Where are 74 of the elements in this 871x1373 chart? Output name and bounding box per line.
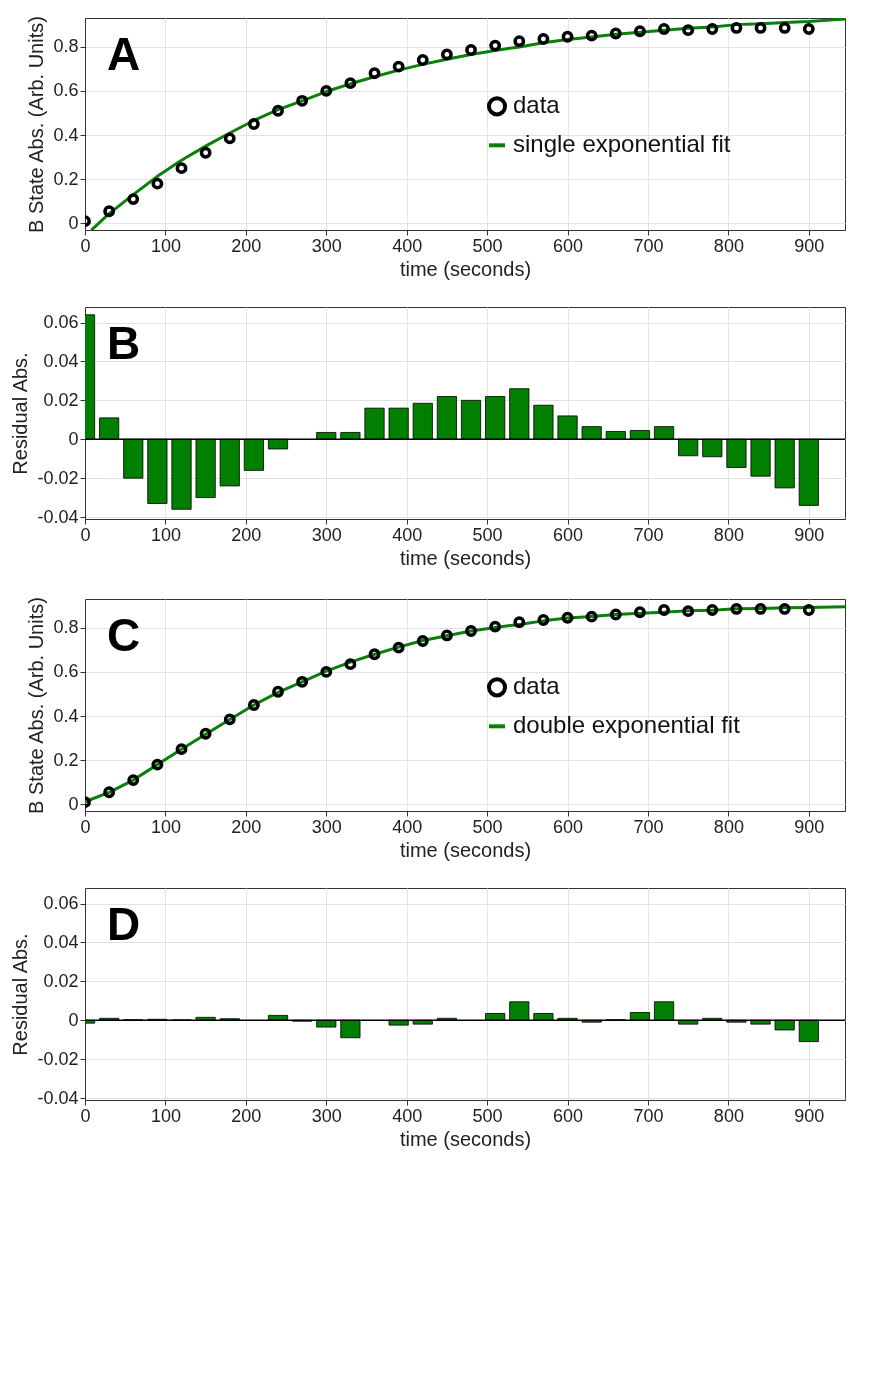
x-tick-label: 900 <box>794 235 825 256</box>
y-tick-label: 0.8 <box>53 36 79 57</box>
y-tick-label: 0.04 <box>43 931 79 952</box>
x-tick-label: 300 <box>311 524 342 545</box>
x-axis-title: time (seconds) <box>399 1127 532 1150</box>
x-tick-label: 800 <box>713 524 744 545</box>
x-tick-label: 700 <box>633 1105 664 1126</box>
x-tick-label: 200 <box>231 1105 262 1126</box>
x-tick-label: 700 <box>633 816 664 837</box>
x-tick-label: 100 <box>150 816 181 837</box>
x-tick-label: 900 <box>794 524 825 545</box>
x-tick-label: 600 <box>553 235 584 256</box>
y-tick-label: 0.02 <box>43 970 79 991</box>
y-tick-label: -0.04 <box>37 506 79 527</box>
y-tick-label: 0.4 <box>53 705 79 726</box>
x-axis-title: time (seconds) <box>399 257 532 280</box>
annotation: B <box>107 317 141 369</box>
annotation: A <box>107 28 141 80</box>
y-tick-label: 0 <box>68 1009 79 1030</box>
x-tick-label: 600 <box>553 816 584 837</box>
x-tick-label: 500 <box>472 1105 503 1126</box>
y-tick-label: 0.4 <box>53 124 79 145</box>
legend-label: single exponential fit <box>513 130 731 158</box>
x-tick-label: 100 <box>150 1105 181 1126</box>
annotation: C <box>107 609 141 661</box>
annotation: D <box>107 898 141 950</box>
y-tick-label: 0 <box>68 793 79 814</box>
y-tick-label: 0.6 <box>53 661 79 682</box>
x-tick-label: 900 <box>794 1105 825 1126</box>
x-tick-label: 700 <box>633 235 664 256</box>
y-axis-title: Residual Abs. <box>9 352 32 475</box>
y-axis-title: B State Abs. (Arb. Units) <box>25 16 48 233</box>
y-tick-label: -0.04 <box>37 1087 79 1108</box>
y-tick-label: 0.2 <box>53 168 79 189</box>
x-tick-label: 200 <box>231 235 262 256</box>
y-tick-label: 0.8 <box>53 617 79 638</box>
y-tick-label: -0.02 <box>37 1048 79 1069</box>
x-tick-label: 500 <box>472 816 503 837</box>
y-tick-label: 0.2 <box>53 749 79 770</box>
y-tick-label: 0 <box>68 428 79 449</box>
x-tick-label: 500 <box>472 524 503 545</box>
x-tick-label: 800 <box>713 816 744 837</box>
y-tick-label: -0.02 <box>37 467 79 488</box>
y-tick-label: 0.04 <box>43 350 79 371</box>
x-axis-title: time (seconds) <box>399 838 532 861</box>
x-tick-label: 400 <box>392 1105 423 1126</box>
x-tick-label: 400 <box>392 524 423 545</box>
x-tick-label: 800 <box>713 1105 744 1126</box>
x-tick-label: 600 <box>553 1105 584 1126</box>
legend-label: double exponential fit <box>513 711 741 739</box>
y-tick-label: 0.06 <box>43 893 79 914</box>
y-tick-label: 0.6 <box>53 80 79 101</box>
y-tick-label: 0.06 <box>43 312 79 333</box>
x-axis-title: time (seconds) <box>399 546 532 569</box>
x-tick-label: 600 <box>553 524 584 545</box>
x-tick-label: 700 <box>633 524 664 545</box>
x-tick-label: 300 <box>311 816 342 837</box>
x-tick-label: 200 <box>231 816 262 837</box>
x-tick-label: 800 <box>713 235 744 256</box>
x-tick-label: 900 <box>794 816 825 837</box>
y-axis-title: B State Abs. (Arb. Units) <box>25 597 48 814</box>
y-tick-label: 0.02 <box>43 389 79 410</box>
x-tick-label: 100 <box>150 235 181 256</box>
x-tick-label: 500 <box>472 235 503 256</box>
y-tick-label: 0 <box>68 212 79 233</box>
x-tick-label: 200 <box>231 524 262 545</box>
x-tick-label: 400 <box>392 816 423 837</box>
y-axis-title: Residual Abs. <box>9 933 32 1056</box>
x-tick-label: 300 <box>311 1105 342 1126</box>
x-tick-label: 300 <box>311 235 342 256</box>
legend-label: data <box>513 672 561 700</box>
x-tick-label: 400 <box>392 235 423 256</box>
x-tick-label: 100 <box>150 524 181 545</box>
legend-label: data <box>513 91 561 119</box>
